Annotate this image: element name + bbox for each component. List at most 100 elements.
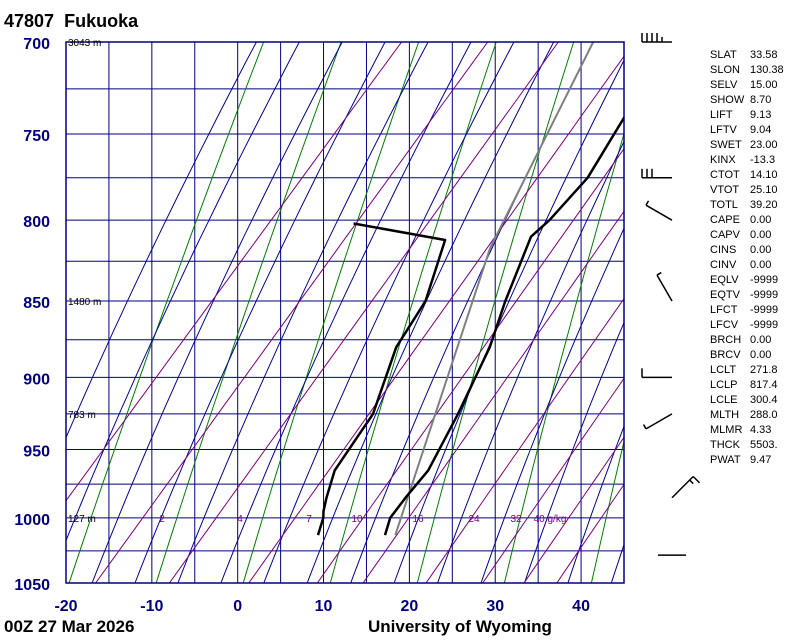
index-row: LCLT 271.8: [710, 363, 784, 378]
x-tick-label: 30: [486, 598, 504, 615]
index-key: CAPE: [710, 214, 740, 226]
mixing-ratio-line: [482, 377, 624, 583]
wind-barb: [671, 475, 701, 499]
index-key: LFCV: [710, 319, 739, 331]
index-value: 9.47: [750, 454, 772, 466]
index-value: 0.00: [750, 214, 772, 226]
credit: University of Wyoming: [368, 617, 552, 636]
index-key: THCK: [710, 439, 740, 451]
mixing-ratio-line: [66, 42, 403, 502]
index-value: 14.10: [750, 169, 778, 181]
temperature-line: [383, 115, 624, 536]
index-row: BRCH 0.00: [710, 333, 784, 348]
index-row: EQLV -9999: [710, 273, 784, 288]
mixing-ratio-label: 24: [468, 514, 480, 525]
chart-title: 47807 Fukuoka: [4, 11, 138, 32]
x-tick-label: 20: [400, 598, 418, 615]
index-value: 817.4: [750, 379, 778, 391]
moist-adiabat-line: [134, 42, 386, 583]
x-tick-label: 40: [572, 598, 590, 615]
index-row: CAPV 0.00: [710, 228, 784, 243]
index-key: VTOT: [710, 184, 740, 196]
moist-adiabat-line: [393, 59, 624, 583]
mixing-ratio-line: [316, 147, 624, 583]
barb-flag: [692, 475, 701, 484]
index-value: 300.4: [750, 394, 778, 406]
moist-adiabat-line: [91, 42, 343, 583]
mixing-ratio-line: [556, 483, 624, 583]
index-key: LFCT: [710, 304, 738, 316]
y-tick-label: 850: [23, 295, 50, 312]
index-key: SHOW: [710, 94, 745, 106]
index-row: SWET 23.00: [710, 138, 784, 153]
mixing-ratio-label: 40 g/kg: [534, 514, 567, 525]
index-value: 271.8: [750, 364, 778, 376]
mixing-ratio-line: [248, 55, 624, 583]
index-row: VTOT 25.10: [710, 183, 784, 198]
moist-adiabat-line: [177, 42, 429, 583]
moist-adiabat-line: [66, 42, 300, 542]
dry-adiabat-line: [329, 42, 497, 583]
barb-staff: [645, 204, 673, 221]
index-value: -9999: [750, 319, 779, 331]
index-value: 25.10: [750, 184, 778, 196]
barb-staff: [671, 475, 694, 499]
index-value: 9.04: [750, 124, 772, 136]
moist-adiabat-line: [263, 42, 515, 583]
moist-adiabat-line: [306, 42, 555, 583]
index-value: -9999: [750, 274, 779, 286]
index-key: KINX: [710, 154, 736, 166]
mixing-ratio-label: 32: [510, 514, 522, 525]
sounding-indices: SLAT 33.58 SLON 130.38 SELV 15.00 SHOW 8.70 LIFT…: [710, 48, 784, 468]
index-key: MLMR: [710, 424, 743, 436]
index-value: 5503.: [750, 439, 778, 451]
barb-staff: [645, 413, 673, 430]
index-row: BRCV 0.00: [710, 348, 784, 363]
height-label: 1480 m: [68, 297, 101, 308]
index-key: EQLV: [710, 274, 739, 286]
index-value: 0.00: [750, 229, 772, 241]
index-row: LFTV 9.04: [710, 123, 784, 138]
index-row: THCK 5503.: [710, 438, 784, 453]
index-key: MLTH: [710, 409, 740, 421]
plot-frame: [65, 41, 625, 584]
index-row: LCLE 300.4: [710, 393, 784, 408]
mixing-ratio-label: 7: [306, 514, 312, 525]
barb-half-flag: [642, 424, 647, 430]
height-label: 3043 m: [68, 38, 101, 49]
wind-barb: [641, 168, 672, 179]
dewpoint-line: [316, 222, 447, 536]
index-row: SHOW 8.70: [710, 93, 784, 108]
index-key: LIFT: [710, 109, 733, 121]
wind-barb: [642, 413, 673, 430]
y-tick-label: 950: [23, 443, 50, 460]
index-row: KINX -13.3: [710, 153, 784, 168]
index-row: LCLP 817.4: [710, 378, 784, 393]
index-row: MLMR 4.33: [710, 423, 784, 438]
index-key: CINV: [710, 259, 737, 271]
index-key: LFTV: [710, 124, 737, 136]
mixing-ratio-label: 16: [412, 514, 424, 525]
barb-half-flag: [645, 200, 650, 206]
index-key: PWAT: [710, 454, 741, 466]
index-row: LIFT 9.13: [710, 108, 784, 123]
moist-adiabat-line: [567, 424, 624, 583]
index-row: LFCV -9999: [710, 318, 784, 333]
dry-adiabat-line: [68, 42, 265, 583]
index-value: 0.00: [750, 349, 772, 361]
mixing-ratio-label: 2: [159, 514, 165, 525]
index-value: 39.20: [750, 199, 778, 211]
index-key: LCLP: [710, 379, 738, 391]
wind-barb: [641, 33, 672, 43]
y-tick-label: 1000: [14, 512, 50, 529]
index-value: 33.58: [750, 49, 778, 61]
index-key: CAPV: [710, 229, 740, 241]
moist-adiabat-line: [437, 140, 624, 583]
mixing-ratio-line: [425, 297, 624, 583]
index-row: MLTH 288.0: [710, 408, 784, 423]
index-key: SELV: [710, 79, 738, 91]
y-tick-label: 700: [23, 36, 50, 53]
barb-half-flag: [656, 271, 662, 276]
mixing-ratio-line: [95, 42, 489, 583]
